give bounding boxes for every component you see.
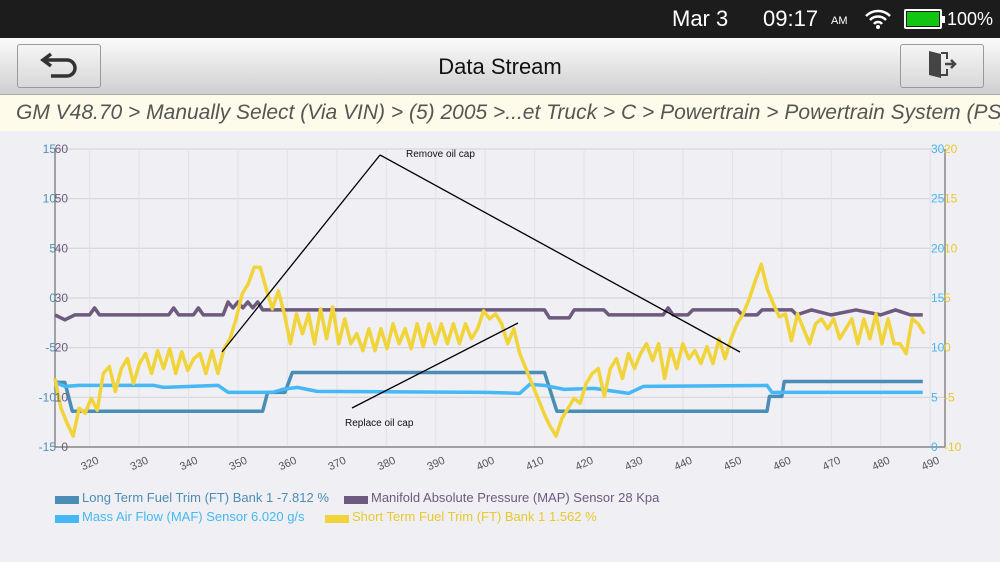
exit-button[interactable] [900,44,984,88]
legend-swatch [55,495,79,504]
left-ltft-tick: 10 [43,192,57,206]
ltft-line [55,370,923,413]
legend-value: 1.562 % [548,509,597,524]
battery-icon [904,9,945,29]
legend-label: Short Term Fuel Trim (FT) Bank 1 [352,509,546,524]
legend-label: Mass Air Flow (MAF) Sensor [82,509,248,524]
left-map-tick: 30 [55,291,69,305]
legend-label: Manifold Absolute Pressure (MAP) Sensor [371,490,615,505]
left-ltft-tick: 15 [43,142,57,156]
x-tick-label: 440 [673,455,695,474]
exit-door-icon [925,49,959,84]
legend-swatch [344,495,368,504]
legend-value: -7.812 % [276,490,329,505]
x-tick-label: 380 [376,455,398,474]
legend-label: Long Term Fuel Trim (FT) Bank 1 [82,490,274,505]
right-maf-tick: 0 [931,440,938,454]
x-tick-label: 450 [722,455,744,474]
x-tick-label: 470 [821,455,843,474]
x-tick-label: 460 [771,455,793,474]
annotation-replace-oil-cap: Replace oil cap [345,418,414,429]
back-arrow-icon [39,50,79,83]
right-maf-tick: 5 [931,390,938,404]
left-map-tick: 40 [55,241,69,255]
left-map-tick: 60 [55,142,69,156]
stft-line [53,262,926,438]
right-stft-tick: 15 [944,192,958,206]
x-tick-label: 490 [920,455,942,474]
right-stft-tick: 20 [944,142,958,156]
right-stft-tick: -10 [944,440,962,454]
legend-stft[interactable]: Short Term Fuel Trim (FT) Bank 1 1.562 % [325,509,597,524]
x-tick-label: 410 [524,455,546,474]
x-tick-label: 400 [475,455,497,474]
status-bar: Mar 3 09:17 AM 100% [0,0,1000,38]
data-stream-chart: 320 330 340 350 360 370 380 390 400 410 420 430 440 4… [39,142,962,474]
legend-maf[interactable]: Mass Air Flow (MAF) Sensor 6.020 g/s [55,509,305,524]
title-bar: Data Stream [0,38,1000,95]
map-line [54,300,923,322]
battery-percent: 100% [947,9,994,29]
x-tick-label: 340 [178,455,200,474]
x-tick-label: 330 [129,455,151,474]
back-button[interactable] [17,44,101,88]
legend-swatch [55,514,79,523]
legend-swatch [325,514,349,523]
x-tick-label: 360 [277,455,299,474]
left-map-tick: 50 [55,192,69,206]
legend-value: 6.020 g/s [251,509,305,524]
annotation-remove-oil-cap: Remove oil cap [406,149,475,160]
x-tick-label: 390 [425,455,447,474]
legend-ltft[interactable]: Long Term Fuel Trim (FT) Bank 1 -7.812 % [55,490,329,505]
maf-line [54,380,923,396]
x-tick-label: 430 [623,455,645,474]
right-stft-tick: 10 [944,241,958,255]
left-ltft-tick: -15 [39,440,57,454]
right-stft-tick: 5 [944,291,951,305]
left-ltft-tick: 0 [49,291,56,305]
annotation-line [379,154,741,353]
status-time: 09:17 [763,6,819,31]
x-tick-label: 420 [574,455,596,474]
x-tick-label: 480 [870,455,892,474]
annotation-line [221,154,381,353]
left-map-tick: 10 [55,390,69,404]
right-maf-tick: 15 [931,291,945,305]
wifi-icon [864,8,892,35]
legend-value: 28 Kpa [618,490,660,505]
right-stft-tick: 0 [944,341,951,355]
right-maf-tick: 25 [931,192,945,206]
right-maf-tick: 30 [931,142,945,156]
right-maf-tick: 20 [931,241,945,255]
status-date: Mar 3 [672,6,729,31]
breadcrumb: GM V48.70 > Manually Select (Via VIN) > … [0,95,1000,131]
x-tick-label: 370 [326,455,348,474]
annotation-line [351,322,519,409]
right-stft-tick: -5 [944,390,955,404]
x-tick-label: 320 [79,455,101,474]
page-title: Data Stream [438,54,562,79]
left-map-tick: 20 [55,341,69,355]
left-ltft-tick: -10 [39,390,57,404]
left-ltft-tick: 5 [49,241,56,255]
legend-map[interactable]: Manifold Absolute Pressure (MAP) Sensor … [344,490,659,505]
annotations: Remove oil cap Replace oil cap [221,149,741,429]
left-ltft-tick: -5 [45,341,56,355]
right-maf-tick: 10 [931,341,945,355]
status-ampm: AM [831,15,848,27]
left-map-tick: 0 [61,440,68,454]
x-tick-label: 350 [228,455,250,474]
